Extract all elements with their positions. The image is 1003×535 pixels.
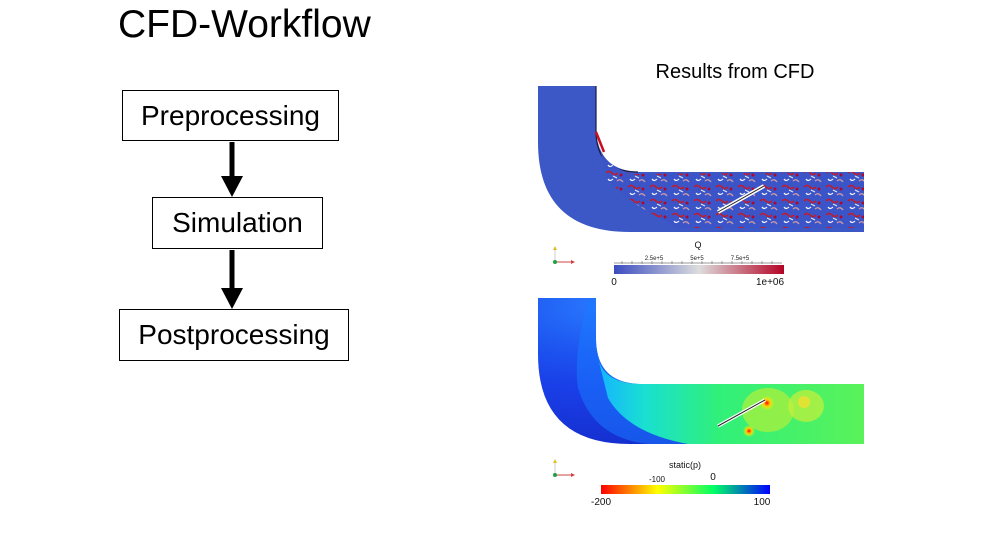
colorbar-tick-label: -100 [648, 475, 666, 484]
results-title: Results from CFD [655, 61, 815, 83]
q-minor-label: 7.5e+5 [730, 256, 750, 262]
q-mid-label: 5e+5 [690, 256, 704, 262]
flow-region [598, 358, 864, 444]
step-postprocessing: Postprocessing [119, 309, 349, 361]
colorbar-min-label: -200 [590, 497, 612, 508]
vortex-region [598, 141, 864, 228]
arrow-sim-to-post [221, 250, 243, 309]
p-colorbar [601, 485, 770, 494]
baffle-outline [717, 185, 765, 213]
step-preprocessing: Preprocessing [122, 90, 339, 141]
q-colorbar-ticks [614, 261, 782, 264]
page-title: CFD-Workflow [118, 3, 371, 46]
colorbar-title: static(p) [668, 460, 701, 470]
q-criterion-plot [538, 86, 864, 232]
q-minor-label: 2.5e+5 [644, 256, 664, 262]
colorbar-tick-label: 0 [710, 472, 716, 483]
step-label: Simulation [172, 207, 303, 238]
static-pressure-plot [538, 298, 864, 444]
colorbar-min-label: 0 [611, 277, 617, 288]
axes-triad-icon [553, 246, 575, 264]
colorbar-title: Q [694, 240, 702, 250]
axes-triad-icon [553, 459, 575, 477]
baffle-outline [717, 399, 766, 427]
colorbar-max-label: 1e+06 [755, 277, 785, 288]
vortex-highlight [594, 131, 606, 153]
step-label: Preprocessing [141, 99, 320, 131]
step-simulation: Simulation [152, 197, 323, 249]
colorbar-max-label: 100 [753, 497, 771, 508]
pressure-hotspot [743, 425, 755, 437]
arrow-pre-to-sim [221, 142, 243, 197]
step-label: Postprocessing [138, 319, 330, 350]
q-colorbar [614, 265, 784, 274]
